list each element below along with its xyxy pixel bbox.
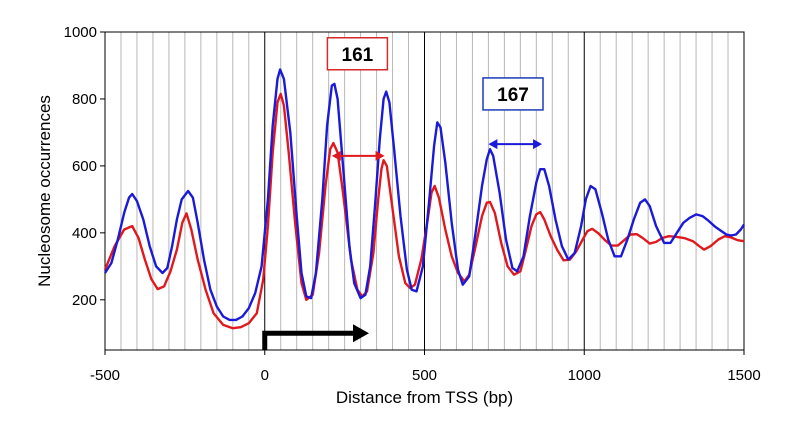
x-tick-label: -500 — [90, 367, 120, 384]
x-axis: -500 0 500 1000 1500 — [90, 350, 761, 384]
period-161-arrowhead-right — [375, 150, 385, 161]
tss-arrow-line — [262, 330, 357, 350]
grid-lines — [120, 32, 729, 350]
y-tick-label: 200 — [72, 292, 97, 309]
y-axis-title: Nucleosome occurrences — [35, 95, 54, 287]
period-161-label: 161 — [342, 45, 374, 66]
period-161-arrowhead-left — [331, 150, 341, 161]
x-tick-label: 0 — [261, 367, 269, 384]
tss-arrow — [262, 324, 369, 350]
x-tick-label: 1500 — [727, 367, 760, 384]
y-tick-label: 600 — [72, 158, 97, 175]
x-tick-label: 500 — [412, 367, 437, 384]
x-tick-label: 1000 — [568, 367, 601, 384]
y-tick-label: 800 — [72, 91, 97, 108]
annotations: 161 167 — [326, 37, 544, 161]
series-line-blue — [103, 68, 746, 322]
tss-arrow-head — [352, 324, 369, 343]
period-167-label: 167 — [497, 85, 529, 106]
y-tick-label: 1000 — [64, 24, 97, 41]
y-axis: 200 400 600 800 1000 — [64, 24, 105, 309]
period-161-box — [326, 37, 389, 71]
period-167-arrowhead-left — [488, 139, 498, 150]
period-167-arrowhead-right — [533, 139, 543, 150]
x-axis-title: Distance from TSS (bp) — [336, 388, 513, 407]
period-167-box — [482, 77, 544, 111]
series-lines — [103, 68, 746, 330]
y-tick-label: 400 — [72, 225, 97, 242]
